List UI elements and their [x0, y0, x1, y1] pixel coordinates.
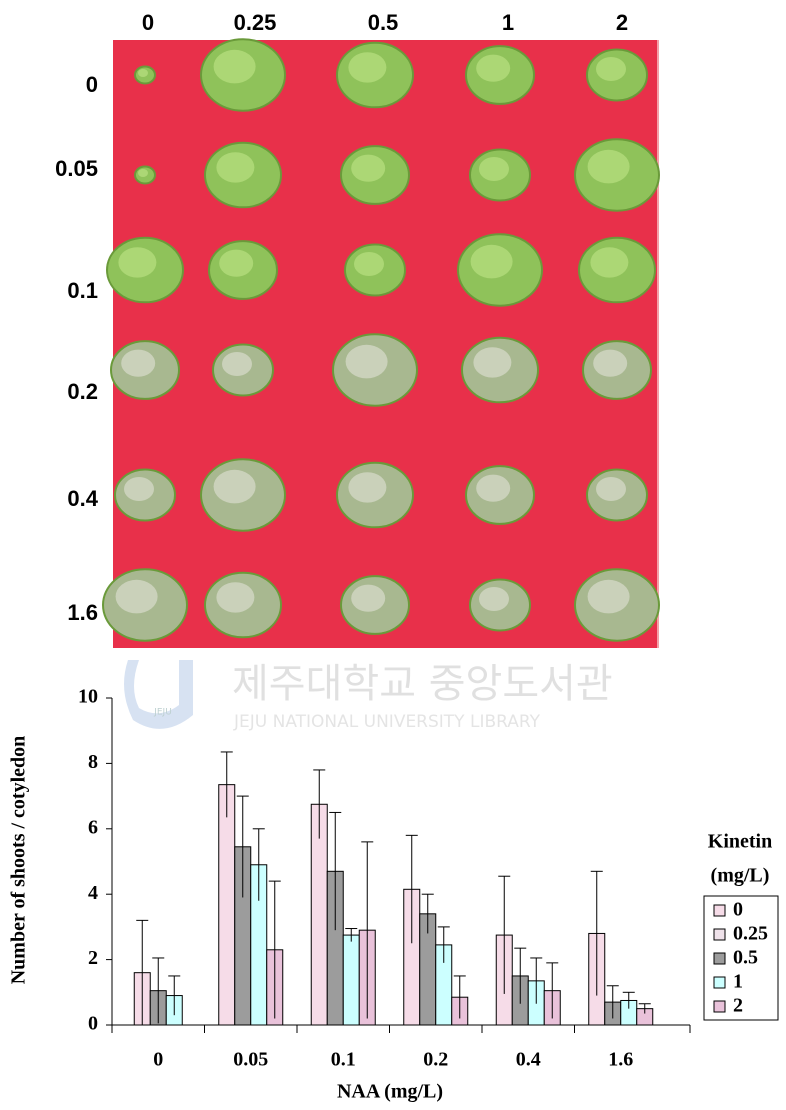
column-label: 0.5: [368, 10, 399, 35]
legend-label: 1: [733, 971, 743, 993]
legend-swatch: [714, 905, 725, 916]
y-tick-label: 0: [88, 1013, 98, 1035]
explant-highlight: [219, 250, 253, 277]
explant-highlight: [118, 247, 156, 277]
explant-highlight: [590, 247, 628, 277]
explant-highlight: [121, 350, 155, 377]
x-tick-label: 0.2: [423, 1049, 448, 1071]
legend-swatch: [714, 929, 725, 940]
explant-highlight: [138, 69, 148, 77]
legend-title: (mg/L): [711, 865, 770, 887]
watermark-subtitle: JEJU NATIONAL UNIVERSITY LIBRARY: [233, 712, 541, 732]
explant-highlight: [351, 585, 385, 612]
row-label: 1.6: [67, 600, 98, 625]
explant-highlight: [138, 169, 148, 177]
figure: JEJU 제주대학교 중앙도서관 JEJU NATIONAL UNIVERSIT…: [0, 0, 786, 1110]
column-label: 2: [616, 10, 628, 35]
explant-highlight: [214, 470, 256, 504]
bar: [343, 935, 359, 1025]
explant-highlight: [348, 472, 386, 502]
explant-highlight: [124, 477, 154, 501]
explant-highlight: [588, 150, 630, 184]
legend-label: 0.5: [733, 947, 758, 969]
explant-highlight: [596, 477, 626, 501]
watermark-logo-text: JEJU: [153, 708, 172, 718]
x-tick-label: 0.1: [331, 1049, 356, 1071]
watermark: JEJU 제주대학교 중앙도서관 JEJU NATIONAL UNIVERSIT…: [124, 660, 613, 732]
column-label: 0: [142, 10, 154, 35]
legend-swatch: [714, 1001, 725, 1012]
row-label: 0: [86, 72, 98, 97]
legend-swatch: [714, 953, 725, 964]
y-tick-label: 8: [88, 751, 98, 773]
legend-swatch: [714, 977, 725, 988]
y-tick-label: 4: [88, 882, 98, 904]
explant-highlight: [473, 347, 511, 377]
explant-highlight: [222, 352, 252, 376]
x-tick-label: 0.4: [516, 1049, 541, 1071]
explant-highlight: [354, 252, 384, 276]
y-axis-label: Number of shoots / cotyledon: [8, 736, 30, 985]
legend-label: 0: [733, 899, 743, 921]
x-tick-label: 0: [153, 1049, 163, 1071]
row-label: 0.1: [67, 278, 98, 303]
explant-highlight: [476, 55, 510, 82]
y-tick-label: 6: [88, 816, 98, 838]
explant-highlight: [351, 155, 385, 182]
y-tick-label: 10: [78, 686, 98, 708]
y-tick-label: 2: [88, 947, 98, 969]
watermark-logo: [124, 660, 193, 729]
explant-highlight: [588, 580, 630, 614]
row-label: 0.4: [67, 486, 98, 511]
row-label: 0.05: [55, 156, 98, 181]
explant-highlight: [479, 587, 509, 611]
row-label: 0.2: [67, 379, 98, 404]
explant-highlight: [479, 157, 509, 181]
explant-highlight: [214, 50, 256, 84]
legend-label: 0.25: [733, 923, 768, 945]
explant-highlight: [593, 350, 627, 377]
explant-highlight: [116, 580, 158, 614]
explant-highlight: [476, 475, 510, 502]
legend-title: Kinetin: [708, 831, 772, 853]
explant-highlight: [471, 245, 513, 279]
page: JEJU 제주대학교 중앙도서관 JEJU NATIONAL UNIVERSIT…: [0, 0, 786, 1110]
x-tick-label: 1.6: [608, 1049, 633, 1071]
explant-highlight: [346, 345, 388, 379]
x-tick-label: 0.05: [233, 1049, 268, 1071]
column-label: 0.25: [234, 10, 277, 35]
legend-label: 2: [733, 995, 743, 1017]
explant-highlight: [216, 582, 254, 612]
explant-highlight: [596, 57, 626, 81]
bar: [219, 785, 235, 1025]
x-axis-label: NAA (mg/L): [337, 1081, 443, 1103]
watermark-title: 제주대학교 중앙도서관: [232, 661, 613, 707]
column-label: 1: [502, 10, 514, 35]
explant-highlight: [348, 52, 386, 82]
explant-highlight: [216, 152, 254, 182]
